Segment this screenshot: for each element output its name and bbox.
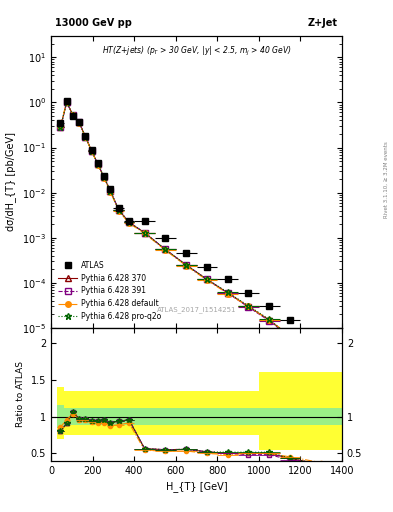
Y-axis label: Ratio to ATLAS: Ratio to ATLAS [16, 361, 25, 428]
Text: Z+Jet: Z+Jet [308, 18, 338, 28]
X-axis label: H_{T} [GeV]: H_{T} [GeV] [166, 481, 227, 492]
Text: Rivet 3.1.10, ≥ 3.2M events: Rivet 3.1.10, ≥ 3.2M events [384, 141, 389, 218]
Text: 13000 GeV pp: 13000 GeV pp [55, 18, 132, 28]
Text: HT(Z+jets) ($p_T$ > 30 GeV, $|y|$ < 2.5, $m_j$ > 40 GeV): HT(Z+jets) ($p_T$ > 30 GeV, $|y|$ < 2.5,… [101, 45, 292, 58]
Legend: ATLAS, Pythia 6.428 370, Pythia 6.428 391, Pythia 6.428 default, Pythia 6.428 pr: ATLAS, Pythia 6.428 370, Pythia 6.428 39… [55, 258, 164, 324]
Y-axis label: dσ/dH_{T} [pb/GeV]: dσ/dH_{T} [pb/GeV] [6, 133, 17, 231]
Text: ATLAS_2017_I1514251: ATLAS_2017_I1514251 [157, 307, 236, 313]
